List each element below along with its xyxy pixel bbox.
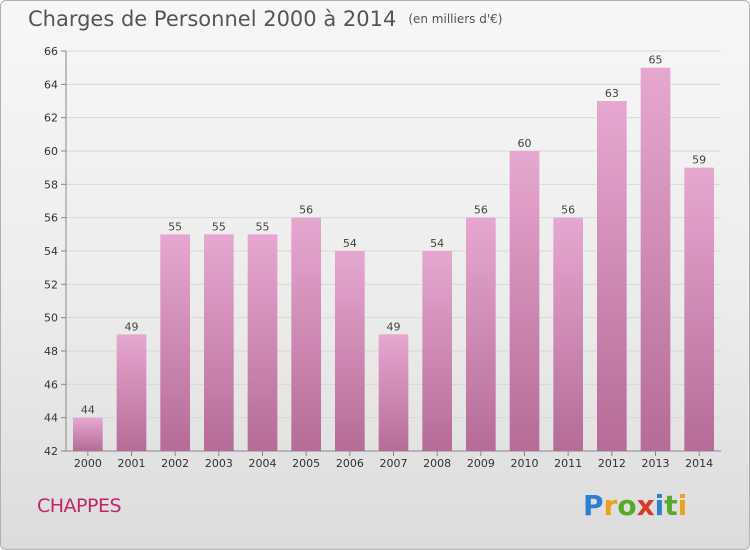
bar-value-label: 44 (81, 404, 95, 417)
y-tick-label: 42 (44, 445, 58, 458)
x-tick-label: 2007 (380, 457, 408, 470)
logo-letter: r (603, 489, 618, 522)
bar-value-label: 59 (692, 154, 706, 167)
bar (509, 151, 540, 451)
bar-value-label: 63 (605, 87, 619, 100)
x-tick-label: 2002 (161, 457, 189, 470)
bar (553, 217, 584, 451)
y-tick-label: 58 (44, 178, 58, 191)
bar (596, 101, 627, 451)
bar-value-label: 54 (343, 237, 357, 250)
y-tick-label: 64 (44, 78, 58, 91)
logo-letter: x (636, 489, 655, 522)
x-tick-label: 2004 (249, 457, 277, 470)
bar (203, 234, 234, 451)
bar (247, 234, 278, 451)
x-tick-label: 2009 (467, 457, 495, 470)
bar (116, 334, 147, 451)
logo-letter: i (677, 489, 688, 522)
bar (72, 417, 103, 451)
bar-value-label: 55 (256, 220, 270, 233)
logo-letter: o (617, 489, 637, 522)
logo-letter: i (654, 489, 665, 522)
x-tick-label: 2006 (336, 457, 364, 470)
y-tick-label: 54 (44, 245, 58, 258)
bar (640, 67, 671, 452)
bar-value-label: 56 (299, 204, 313, 217)
proxiti-logo: Proxiti (583, 489, 687, 522)
x-tick-label: 2013 (642, 457, 670, 470)
y-tick-label: 46 (44, 378, 58, 391)
bar-value-label: 54 (430, 237, 444, 250)
bar (684, 167, 715, 451)
x-tick-label: 2005 (292, 457, 320, 470)
x-tick-label: 2000 (74, 457, 102, 470)
x-tick-label: 2003 (205, 457, 233, 470)
x-tick-label: 2010 (511, 457, 539, 470)
chart-title-text: Charges de Personnel 2000 à 2014 (28, 7, 397, 31)
y-tick-label: 48 (44, 345, 58, 358)
bar-value-label: 56 (474, 204, 488, 217)
bar (334, 251, 365, 451)
bar-value-label: 49 (125, 320, 139, 333)
bar-value-label: 55 (212, 220, 226, 233)
chart-title: Charges de Personnel 2000 à 2014 (en mill… (28, 7, 502, 31)
y-tick-label: 50 (44, 312, 58, 325)
bar (160, 234, 191, 451)
y-tick-label: 62 (44, 112, 58, 125)
y-tick-label: 66 (44, 45, 58, 58)
bar-value-label: 49 (387, 320, 401, 333)
logo-letter: P (583, 489, 604, 522)
bar-value-label: 60 (518, 137, 532, 150)
x-tick-label: 2014 (685, 457, 713, 470)
x-tick-label: 2011 (554, 457, 582, 470)
bar (465, 217, 496, 451)
bar (378, 334, 409, 451)
chart-subtitle: (en milliers d'€) (408, 12, 503, 26)
logo-letter: t (664, 489, 678, 522)
bar-value-label: 55 (168, 220, 182, 233)
y-tick-label: 52 (44, 278, 58, 291)
bar-value-label: 65 (649, 54, 663, 67)
y-tick-label: 60 (44, 145, 58, 158)
x-tick-label: 2012 (598, 457, 626, 470)
bar (291, 217, 322, 451)
commune-name: CHAPPES (37, 495, 122, 517)
x-tick-label: 2001 (118, 457, 146, 470)
y-tick-label: 56 (44, 212, 58, 225)
bar (422, 251, 453, 451)
bar-value-label: 56 (561, 204, 575, 217)
y-tick-label: 44 (44, 412, 58, 425)
x-tick-label: 2008 (423, 457, 451, 470)
